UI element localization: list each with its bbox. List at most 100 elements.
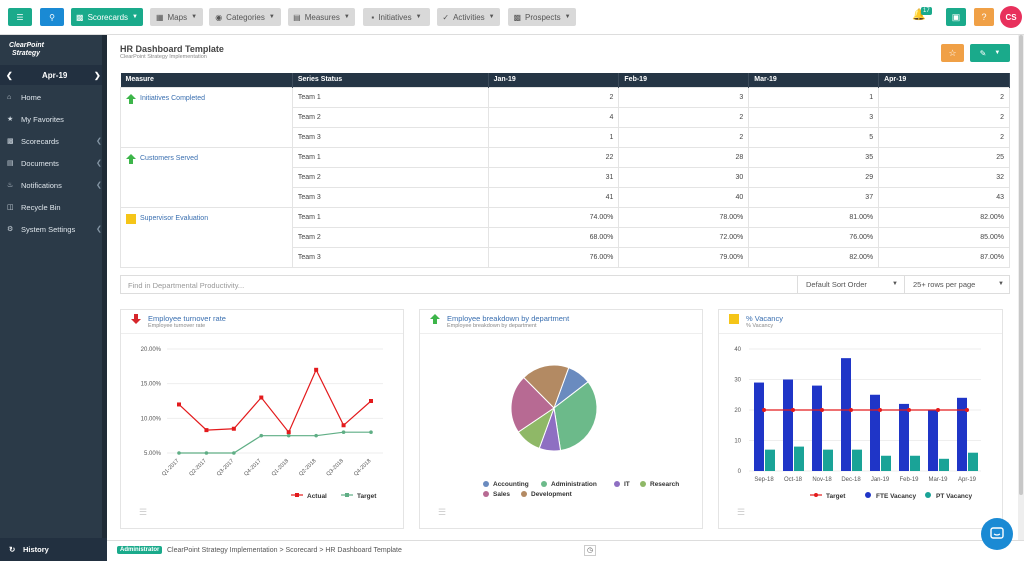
sort-order-select[interactable]: Default Sort Order ▼	[797, 276, 904, 293]
prev-period-icon[interactable]: ❮	[6, 71, 13, 80]
x-tick-label: Q1-2017	[161, 458, 180, 477]
sidebar-item-system-settings[interactable]: ⚙ System Settings ❮	[7, 224, 102, 234]
x-tick-label: Q1-2018	[271, 458, 290, 477]
legend-label: FTE Vacancy	[876, 493, 916, 500]
search-button[interactable]: ⚲	[40, 8, 64, 26]
period-label[interactable]: Apr-19	[42, 71, 68, 80]
value-cell: 2	[618, 106, 750, 128]
sidebar-item-documents[interactable]: ▤ Documents ❮	[7, 158, 102, 168]
user-avatar[interactable]: CS	[1000, 6, 1022, 28]
card-title[interactable]: % Vacancy	[746, 314, 783, 323]
data-point	[286, 433, 291, 438]
initiatives-icon: ▪	[371, 12, 375, 22]
search-input[interactable]: Find in Departmental Productivity...	[128, 281, 245, 290]
chart-menu-icon[interactable]: ☰	[139, 507, 148, 517]
top-navigation-bar: ☰ ⚲ ▩ Scorecards ▼ ▦ Maps ▼ ◉ Categories ▼ ▤ Me…	[0, 0, 1024, 35]
series-line-target	[179, 431, 371, 454]
rows-per-page-select[interactable]: 25+ rows per page ▼	[904, 276, 1010, 293]
sidebar-item-notifications[interactable]: ♨ Notifications ❮	[7, 180, 102, 190]
legend-swatch	[640, 481, 646, 487]
clock-icon[interactable]: ◷	[584, 545, 596, 556]
page-scrollbar[interactable]	[1018, 35, 1024, 540]
home-icon: ⌂	[7, 93, 12, 101]
chat-button[interactable]	[981, 518, 1013, 550]
vacancy-chart-card: % Vacancy % Vacancy 40 30 20 10 0 Sep-18 Oct-1…	[718, 309, 1003, 529]
bar-fte-vacancy	[841, 358, 851, 471]
card-subtitle: Employee turnover rate	[148, 323, 206, 329]
value-cell: 79.00%	[618, 246, 750, 268]
department-chart-card: Employee breakdown by department Employe…	[419, 309, 703, 529]
categories-dropdown[interactable]: ◉ Categories ▼	[209, 8, 281, 26]
legend-label: Sales	[493, 491, 510, 498]
value-cell: 76.00%	[748, 226, 880, 248]
chevron-left-icon: ❮	[96, 160, 102, 167]
card-subtitle: Employee breakdown by department	[447, 323, 537, 329]
measures-dropdown[interactable]: ▤ Measures ▼	[288, 8, 355, 26]
prospects-dropdown[interactable]: ▩ Prospects ▼	[508, 8, 576, 26]
col-header-apr[interactable]: Apr-19	[878, 73, 1010, 87]
arrow-up-icon	[126, 93, 136, 104]
value-cell: 76.00%	[487, 246, 620, 268]
lock-button[interactable]: ▣	[946, 8, 966, 26]
value-cell: 31	[487, 166, 620, 188]
next-period-icon[interactable]: ❯	[94, 71, 101, 80]
col-header-jan[interactable]: Jan-19	[488, 73, 620, 87]
target-point	[936, 408, 940, 412]
scorecards-dropdown[interactable]: ▩ Scorecards ▼	[71, 8, 143, 26]
help-button[interactable]: ?	[974, 8, 994, 26]
filter-bar: Find in Departmental Productivity... Def…	[120, 275, 1010, 294]
history-button[interactable]: ↻ History	[0, 538, 107, 561]
gear-icon: ⚙	[7, 226, 14, 233]
measure-link[interactable]: Initiatives Completed	[140, 95, 205, 102]
legend-label: Accounting	[493, 481, 529, 488]
edit-icon: ✎	[979, 48, 987, 58]
sidebar-item-scorecards[interactable]: ▩ Scorecards ❮	[7, 136, 102, 146]
sidebar-scrollbar[interactable]	[102, 35, 107, 543]
col-header-feb[interactable]: Feb-19	[618, 73, 750, 87]
col-header-measure[interactable]: Measure	[120, 73, 293, 87]
chat-icon	[990, 527, 1004, 539]
edit-dropdown-button[interactable]: ✎ ▼	[970, 44, 1010, 62]
card-title[interactable]: Employee breakdown by department	[447, 314, 570, 323]
measure-link[interactable]: Customers Served	[140, 155, 198, 162]
yellow-status-icon	[729, 314, 739, 324]
x-tick-label: Q4-2017	[243, 458, 262, 477]
data-point	[177, 402, 181, 407]
data-point	[286, 430, 291, 435]
y-tick-label: 30	[734, 378, 741, 384]
data-point	[204, 451, 209, 455]
sidebar-item-favorites[interactable]: ★ My Favorites	[7, 114, 64, 124]
table-row: Team 2 68.00% 72.00% 76.00% 85.00%	[121, 226, 1010, 248]
sidebar-item-recycle-bin[interactable]: ◫ Recycle Bin	[7, 202, 61, 212]
arrow-up-icon	[126, 153, 136, 164]
vacancy-bar-chart: 40 30 20 10 0 Sep-18 Oct-18 Nov-18 Dec-18 Jan-19 F…	[734, 347, 981, 500]
bar-pt-vacancy	[852, 449, 862, 471]
bar-fte-vacancy	[754, 382, 764, 471]
search-icon: ⚲	[49, 12, 55, 22]
breadcrumb[interactable]: ClearPoint Strategy Implementation > Sco…	[167, 547, 402, 554]
data-point	[259, 433, 264, 438]
x-tick-label: Q2-2018	[298, 458, 317, 477]
initiatives-dropdown[interactable]: ▪ Initiatives ▼	[363, 8, 430, 26]
measures-table: Measure Series Status Jan-19 Feb-19 Mar-…	[120, 73, 1010, 268]
activities-dropdown[interactable]: ✓ Activities ▼	[437, 8, 500, 26]
data-point	[232, 451, 236, 455]
bar-pt-vacancy	[765, 449, 775, 471]
menu-button[interactable]: ☰	[8, 8, 32, 26]
bar-pt-vacancy	[939, 458, 949, 471]
col-header-mar[interactable]: Mar-19	[748, 73, 880, 87]
maps-dropdown[interactable]: ▦ Maps ▼	[150, 8, 203, 26]
col-header-series-status[interactable]: Series Status	[292, 73, 489, 87]
chart-menu-icon[interactable]: ☰	[438, 507, 447, 517]
sidebar-item-home[interactable]: ⌂ Home	[7, 92, 42, 102]
table-row: Team 3 41 40 37 43	[121, 186, 1010, 208]
measure-link[interactable]: Supervisor Evaluation	[140, 215, 209, 222]
chart-menu-icon[interactable]: ☰	[737, 507, 746, 517]
favorite-button[interactable]: ☆	[941, 44, 964, 62]
bar-fte-vacancy	[812, 385, 822, 471]
chevron-left-icon: ❮	[96, 138, 102, 145]
card-title[interactable]: Employee turnover rate	[148, 314, 226, 323]
series-name-cell: Team 3	[291, 186, 489, 208]
